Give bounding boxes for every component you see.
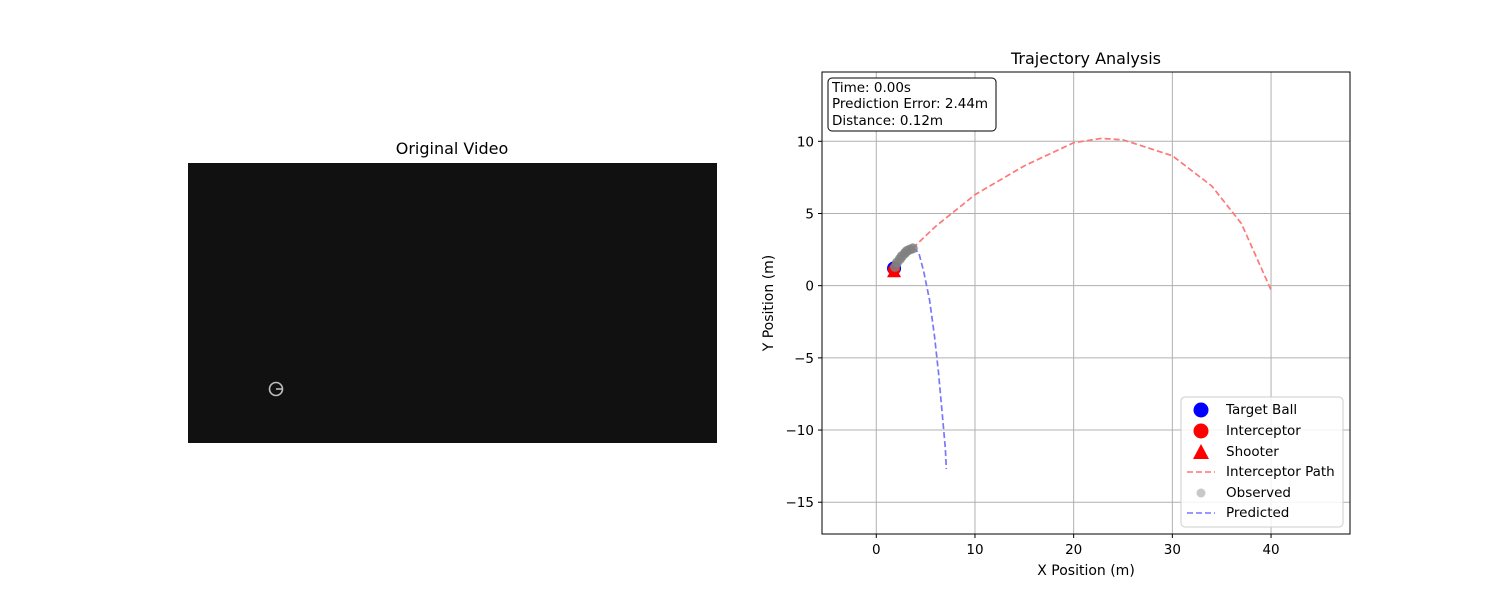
x-tick-label: 30: [1164, 542, 1181, 558]
y-tick-label: −15: [786, 495, 815, 511]
video-frame: [188, 163, 717, 443]
series-layer: [887, 137, 1272, 470]
trajectory-chart: Trajectory Analysis 0 10 20 30 40 −15 −10 −5 0 5…: [761, 49, 1351, 579]
y-tick-label: 10: [797, 134, 814, 150]
interceptor-path-line: [912, 137, 1272, 291]
legend-observed: Observed: [1226, 485, 1291, 501]
x-axis-label: X Position (m): [1037, 563, 1135, 579]
x-ticks: 0 10 20 30 40: [872, 534, 1280, 558]
video-panel: Original Video: [188, 139, 717, 443]
legend-target-ball-marker: [1193, 402, 1209, 418]
observed-point: [907, 243, 918, 254]
grid: [822, 72, 1350, 534]
y-tick-label: 5: [805, 206, 814, 222]
legend-predicted: Predicted: [1226, 505, 1289, 521]
legend-interceptor: Interceptor: [1226, 423, 1301, 439]
x-tick-label: 20: [1065, 542, 1082, 558]
y-ticks: −15 −10 −5 0 5 10: [786, 134, 822, 511]
y-tick-label: 0: [805, 279, 814, 295]
plot-frame: [821, 71, 1351, 535]
y-tick-label: −5: [794, 351, 814, 367]
x-tick-label: 10: [966, 542, 983, 558]
info-prediction-error: Prediction Error: 2.44m: [832, 96, 988, 112]
ball-icon: [268, 381, 284, 397]
legend-interceptor-path: Interceptor Path: [1226, 464, 1335, 480]
legend-target-ball: Target Ball: [1225, 402, 1297, 418]
legend-shooter: Shooter: [1226, 444, 1279, 460]
predicted-line: [912, 247, 948, 470]
legend: Target Ball Interceptor Shooter Intercep…: [1180, 396, 1344, 528]
legend-observed-marker: [1196, 488, 1206, 498]
video-title: Original Video: [396, 139, 509, 158]
chart-title: Trajectory Analysis: [1010, 49, 1161, 68]
x-tick-label: 0: [872, 542, 881, 558]
y-axis-label: Y Position (m): [761, 255, 777, 353]
x-tick-label: 40: [1262, 542, 1279, 558]
info-time: Time: 0.00s: [831, 80, 911, 96]
legend-shooter-marker: [1193, 444, 1209, 459]
legend-interceptor-marker: [1193, 423, 1209, 439]
info-distance: Distance: 0.12m: [832, 113, 943, 129]
info-box: Time: 0.00s Prediction Error: 2.44m Dist…: [827, 77, 997, 132]
y-tick-label: −10: [786, 423, 815, 439]
